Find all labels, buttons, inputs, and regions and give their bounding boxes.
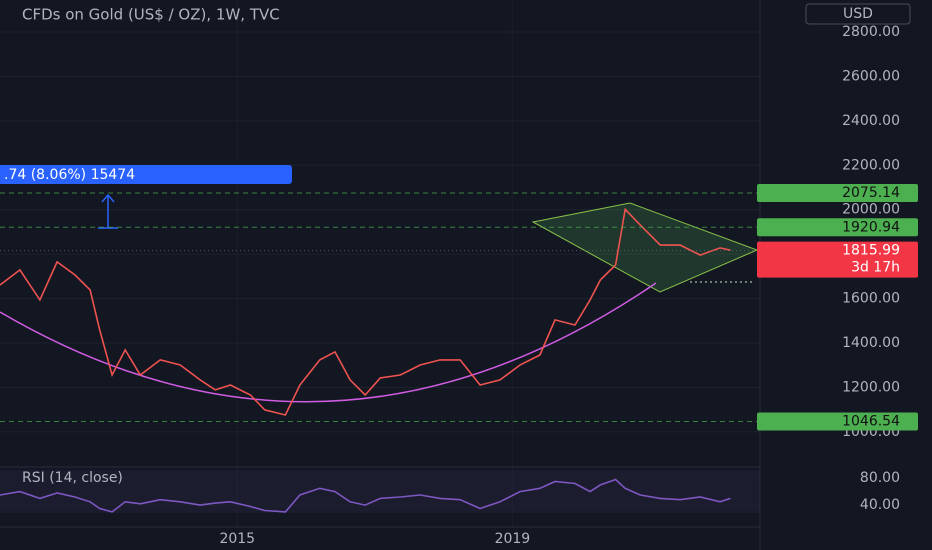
- level-label: 1815.99: [842, 243, 900, 259]
- x-tick-label: 2015: [219, 531, 255, 547]
- level-label: 1920.94: [842, 219, 900, 235]
- price-line: [0, 478, 731, 513]
- price-line: [0, 207, 731, 416]
- currency-box[interactable]: [805, 3, 911, 25]
- y-tick-label: 1600.00: [842, 291, 900, 307]
- chart-title: CFDs on Gold (US$ / OZ), 1W, TVC: [22, 6, 280, 24]
- measure-box: [0, 165, 292, 184]
- y-tick-label: 2800.00: [842, 24, 900, 40]
- y-tick-label: 2600.00: [842, 68, 900, 84]
- x-tick-label: 2019: [495, 531, 531, 547]
- y-tick-label: 1200.00: [842, 379, 900, 395]
- level-label: 1046.54: [842, 414, 900, 430]
- cup-curve: [0, 282, 657, 403]
- level-tag: [757, 218, 918, 237]
- rsi-title: RSI (14, close): [22, 470, 123, 486]
- level-tag: [757, 241, 918, 278]
- level-tag: [757, 412, 918, 431]
- y-tick-label: 2000.00: [842, 202, 900, 218]
- y-tick-label: 80.00: [860, 470, 900, 486]
- level-label: 2075.14: [842, 185, 900, 201]
- y-tick-label: 1400.00: [842, 335, 900, 351]
- y-tick-label: 40.00: [860, 497, 900, 513]
- measure-arrowhead: [101, 193, 115, 203]
- level-tag: [757, 184, 918, 203]
- y-tick-label: 2200.00: [842, 157, 900, 173]
- countdown: 3d 17h: [851, 260, 900, 276]
- currency[interactable]: USD: [843, 6, 873, 22]
- measure-label: .74 (8.06%) 15474: [4, 167, 135, 183]
- y-tick-label: 2400.00: [842, 113, 900, 129]
